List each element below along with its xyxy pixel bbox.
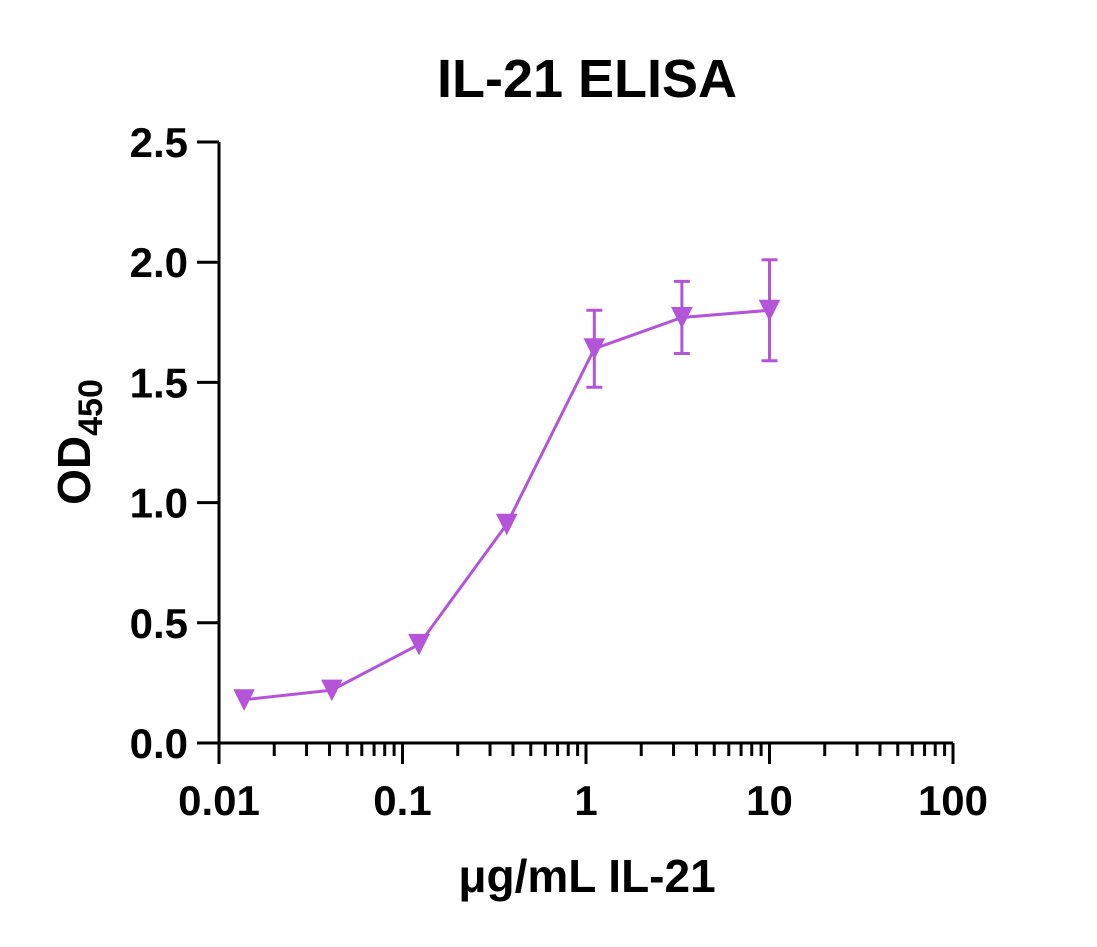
x-axis: 0.01 0.1 1 10 100 [178, 741, 988, 824]
series-line [243, 308, 770, 702]
x-axis-label: μg/mL IL-21 [458, 850, 715, 902]
y-tick-label: 0.0 [130, 720, 188, 767]
y-axis-label: OD450 [48, 379, 110, 505]
y-axis-label-subscript: 450 [72, 379, 110, 436]
data-point [321, 679, 343, 702]
x-tick-label: 1 [574, 777, 597, 824]
y-tick-label: 2.0 [130, 239, 188, 286]
plot-area [233, 258, 781, 711]
data-point [671, 306, 693, 329]
data-point [758, 299, 781, 322]
x-tick-label: 100 [918, 777, 988, 824]
y-tick-label: 0.5 [130, 600, 188, 647]
data-point [495, 513, 518, 536]
x-tick-label: 0.1 [373, 777, 431, 824]
y-axis-label-text: OD450 [48, 379, 110, 505]
y-tick-label: 2.5 [130, 119, 188, 166]
x-tick-label: 0.01 [178, 777, 260, 824]
y-axis-label-main: OD [48, 436, 100, 505]
data-point [583, 338, 606, 360]
chart-title: IL-21 ELISA [437, 49, 737, 109]
data-point [408, 633, 430, 656]
y-tick-label: 1.5 [130, 359, 188, 406]
y-tick-label: 1.0 [130, 480, 188, 527]
x-tick-label: 10 [746, 777, 793, 824]
data-point [233, 689, 255, 711]
y-axis: 0.0 0.5 1.0 1.5 2.0 2.5 [130, 119, 221, 767]
